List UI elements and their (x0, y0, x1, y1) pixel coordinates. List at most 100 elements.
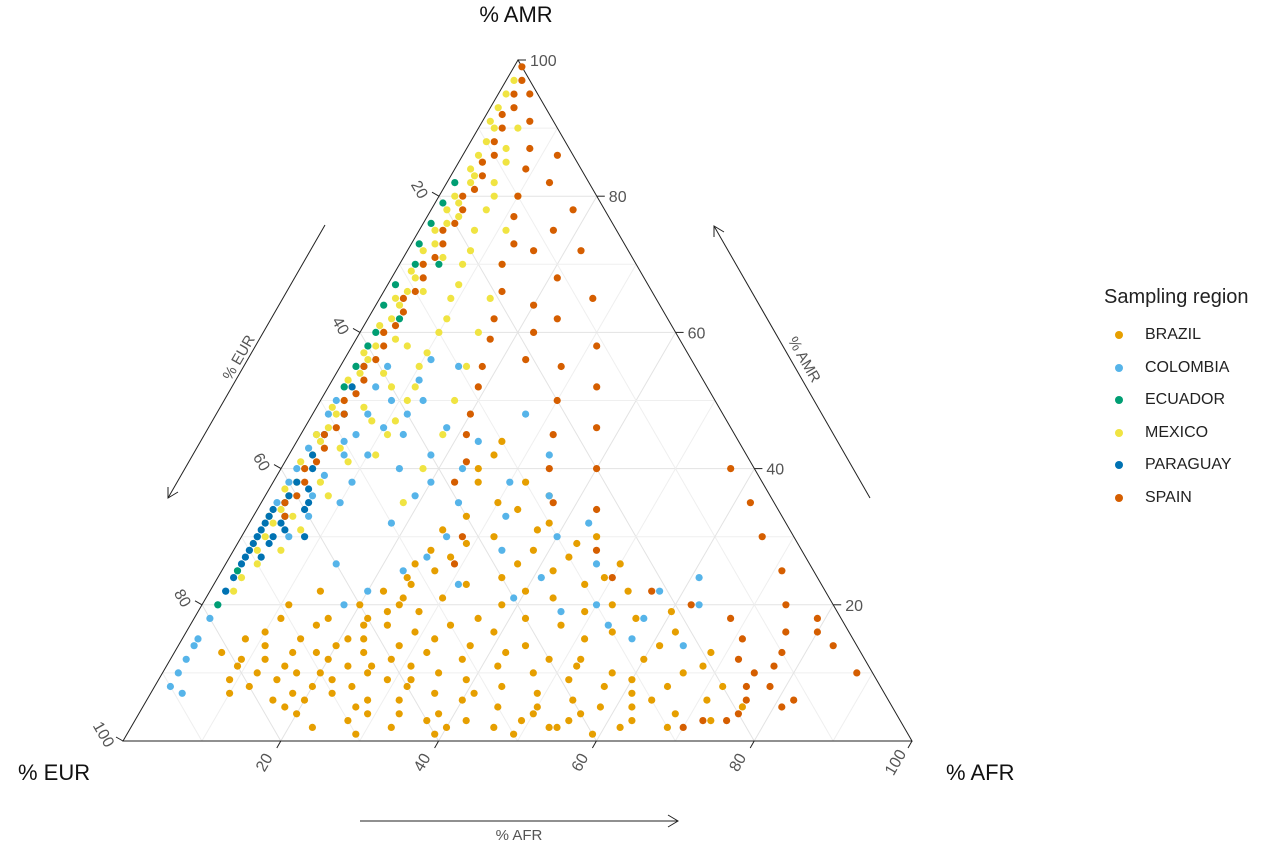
tick-mark-eur-20 (431, 191, 440, 197)
grid-line-eur-90 (162, 672, 203, 742)
point-ecuador-1 (439, 199, 447, 207)
point-paraguay-29 (301, 533, 309, 541)
legend-item-mexico: MEXICO (1104, 417, 1249, 450)
point-mexico-22 (395, 301, 404, 309)
point-brazil-6 (269, 696, 277, 704)
point-colombia-41 (411, 492, 419, 500)
point-mexico-16 (419, 247, 427, 255)
point-brazil-48 (569, 696, 577, 704)
point-mexico-58 (459, 260, 467, 268)
point-brazil-76 (549, 567, 557, 575)
point-mexico-60 (447, 294, 455, 302)
point-brazil-97 (509, 730, 518, 738)
point-brazil-124 (241, 635, 249, 643)
point-brazil-134 (435, 710, 443, 718)
point-brazil-67 (447, 553, 455, 561)
point-colombia-31 (384, 362, 392, 370)
point-brazil-70 (462, 539, 470, 548)
tick-mark-afr-40 (434, 740, 440, 749)
point-brazil-96 (545, 723, 553, 732)
point-brazil-111 (703, 696, 711, 704)
triangle-border (122, 59, 913, 742)
point-mexico-82 (439, 253, 447, 262)
point-brazil-91 (494, 499, 502, 507)
corner-label-right: % AFR (946, 760, 1014, 785)
point-spain-0 (518, 63, 526, 71)
point-mexico-65 (411, 383, 419, 391)
point-mexico-35 (324, 424, 332, 432)
point-paraguay-0 (265, 512, 273, 520)
point-mexico-15 (431, 240, 439, 248)
point-paraguay-7 (277, 519, 285, 527)
point-mexico-57 (466, 247, 475, 255)
point-spain-54 (462, 431, 470, 439)
point-paraguay-14 (293, 478, 301, 486)
point-brazil-94 (514, 505, 522, 514)
point-spain-65 (549, 499, 557, 507)
point-mexico-30 (344, 376, 352, 384)
point-brazil-158 (352, 730, 360, 738)
point-brazil-23 (383, 676, 391, 684)
point-colombia-5 (190, 642, 198, 650)
grid-line-afr-10 (201, 127, 558, 742)
point-colombia-33 (348, 478, 356, 486)
tick-labels: 20 20 20 40 40 40 60 60 60 80 80 80 100 100 100 (89, 53, 913, 779)
point-brazil-122 (226, 689, 234, 697)
point-ecuador-14 (214, 601, 222, 609)
point-paraguay-12 (281, 526, 289, 534)
point-colombia-24 (305, 512, 313, 520)
point-spain-76 (608, 574, 616, 582)
point-brazil-110 (656, 642, 664, 650)
point-brazil-1 (253, 669, 261, 677)
point-mexico-64 (415, 362, 423, 370)
point-brazil-75 (549, 594, 557, 602)
point-brazil-55 (573, 662, 581, 670)
point-brazil-66 (474, 614, 482, 623)
point-mexico-98 (387, 383, 396, 391)
point-brazil-85 (573, 539, 581, 548)
point-spain-9 (478, 172, 486, 180)
point-spain-8 (478, 158, 486, 166)
point-spain-86 (734, 710, 743, 718)
point-mexico-12 (443, 206, 451, 214)
point-brazil-42 (466, 642, 474, 650)
point-mexico-5 (482, 138, 490, 146)
point-mexico-75 (462, 362, 471, 370)
point-spain-104 (530, 328, 538, 336)
point-spain-37 (293, 492, 301, 500)
point-colombia-44 (443, 533, 451, 541)
point-mexico-24 (376, 322, 384, 330)
legend-swatch-mexico (1115, 428, 1123, 437)
point-mexico-33 (328, 403, 336, 411)
tick-label-eur-60: 60 (249, 450, 273, 474)
point-brazil-92 (545, 519, 553, 527)
point-brazil-5 (281, 662, 289, 670)
point-brazil-105 (663, 682, 672, 691)
point-brazil-27 (403, 682, 411, 691)
point-colombia-46 (458, 465, 467, 473)
point-mexico-91 (237, 574, 246, 582)
grid-line-eur-10 (478, 127, 834, 742)
point-colombia-0 (166, 682, 174, 691)
point-mexico-47 (261, 533, 269, 541)
point-spain-70 (593, 342, 601, 350)
grid-line-eur-50 (320, 400, 518, 742)
point-brazil-95 (522, 478, 530, 486)
legend-label-mexico: MEXICO (1145, 423, 1209, 441)
point-brazil-154 (490, 723, 498, 732)
point-colombia-42 (427, 451, 435, 459)
grid-line-afr-80 (753, 604, 834, 742)
point-mexico-99 (403, 342, 411, 350)
point-spain-44 (514, 192, 522, 200)
point-brazil-165 (395, 601, 403, 609)
point-mexico-11 (455, 199, 463, 207)
point-brazil-65 (462, 580, 470, 589)
point-spain-95 (782, 601, 790, 609)
point-brazil-103 (628, 676, 636, 684)
point-brazil-45 (529, 669, 537, 677)
point-brazil-121 (226, 676, 234, 684)
point-colombia-52 (553, 533, 561, 541)
point-spain-11 (459, 192, 467, 200)
tick-label-eur-20: 20 (407, 178, 431, 202)
legend-label-brazil: BRAZIL (1145, 326, 1202, 344)
